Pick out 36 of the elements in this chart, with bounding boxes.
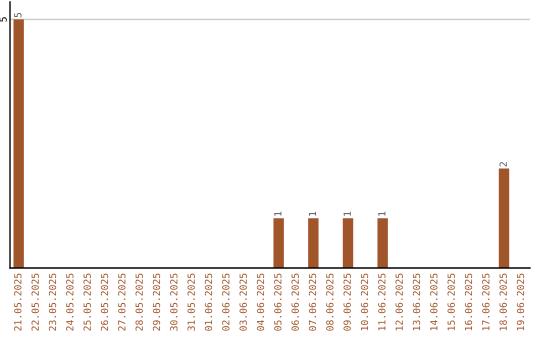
x-tick-label: 09.06.2025 (343, 274, 351, 331)
x-tick-label: 29.05.2025 (152, 274, 160, 331)
x-tick-label: 05.06.2025 (274, 274, 282, 331)
data-label: 1 (344, 212, 351, 216)
x-tick-label: 01.06.2025 (204, 274, 212, 331)
x-tick-label: 16.06.2025 (464, 274, 472, 330)
x-tick-label: 18.06.2025 (499, 274, 507, 330)
x-tick-label: 14.06.2025 (430, 274, 438, 330)
x-tick-label: 15.06.2025 (447, 274, 455, 330)
x-tick-label: 17.06.2025 (482, 274, 490, 330)
data-label: 2 (499, 162, 507, 166)
x-tick-label: 19.06.2025 (516, 274, 524, 330)
x-tick-label: 12.06.2025 (395, 274, 403, 330)
x-tick-label: 28.05.2025 (135, 274, 143, 331)
x-tick-label: 07.06.2025 (308, 274, 316, 331)
x-tick-label: 13.06.2025 (412, 274, 420, 330)
x-tick-label: 08.06.2025 (326, 274, 334, 331)
x-tick-label: 03.06.2025 (239, 274, 247, 331)
x-tick-label: 23.05.2025 (48, 274, 56, 331)
x-tick-label: 11.06.2025 (378, 274, 386, 330)
data-label: 1 (378, 212, 386, 216)
x-tick-label: 21.05.2025 (14, 274, 22, 331)
data-label: 5 (14, 12, 22, 18)
x-tick-label: 04.06.2025 (256, 274, 264, 331)
x-tick-label: 06.06.2025 (291, 274, 299, 331)
x-tick-label: 02.06.2025 (222, 274, 230, 331)
x-tick-label: 25.05.2025 (83, 274, 91, 331)
data-label: 1 (308, 212, 316, 216)
x-tick-label: 30.05.2025 (170, 274, 178, 331)
x-tick-label: 24.05.2025 (66, 274, 74, 331)
data-label: 1 (274, 212, 282, 216)
x-tick-label: 10.06.2025 (360, 274, 368, 330)
x-tick-label: 26.05.2025 (100, 274, 108, 331)
x-tick-label: 27.05.2025 (118, 274, 126, 331)
x-tick-label: 31.05.2025 (187, 274, 195, 331)
x-tick-label: 22.05.2025 (31, 274, 39, 331)
